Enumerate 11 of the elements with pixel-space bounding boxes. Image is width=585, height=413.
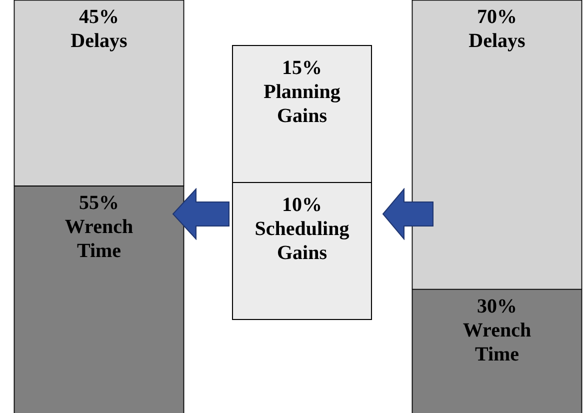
- text: Delays: [468, 30, 526, 52]
- text: Wrench Time: [462, 319, 532, 366]
- annotation: 10% Scheduling Gains: [254, 193, 350, 266]
- series-label: Wrench Time: [64, 216, 134, 262]
- annotation: 15% Planning Gains: [262, 56, 342, 129]
- series-label: Delays: [70, 30, 128, 52]
- text-panel: 15% Planning Gains 10% Scheduling Gains: [232, 45, 372, 320]
- data-label: 70%: [477, 6, 517, 28]
- data-label: 30%: [477, 295, 517, 318]
- data-label: 45%: [79, 6, 119, 28]
- data-label: 55%: [79, 192, 119, 214]
